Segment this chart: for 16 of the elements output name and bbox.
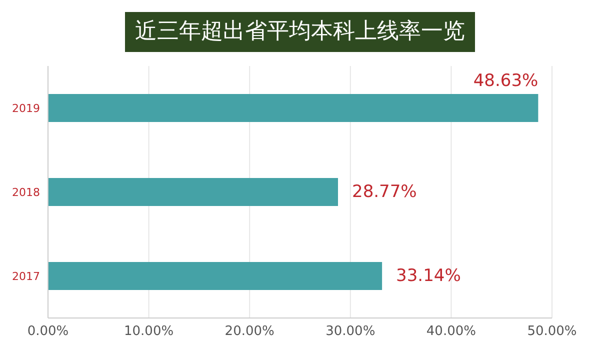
x-tick-label: 30.00%	[326, 324, 376, 340]
chart-title: 近三年超出省平均本科上线率一览	[125, 12, 475, 52]
bar	[48, 262, 382, 290]
bar	[48, 94, 538, 122]
x-tick-label: 10.00%	[124, 324, 174, 340]
data-label: 48.63%	[473, 71, 538, 91]
x-tick-label: 20.00%	[224, 324, 274, 340]
data-label: 33.14%	[396, 266, 461, 286]
x-tick-label: 50.00%	[527, 324, 577, 340]
y-tick-label: 2019	[12, 102, 40, 115]
y-tick-label: 2017	[12, 270, 40, 283]
y-tick-label: 2018	[12, 186, 40, 199]
data-label: 28.77%	[352, 182, 417, 202]
x-tick-label: 0.00%	[27, 324, 69, 340]
x-tick-label: 40.00%	[426, 324, 476, 340]
bar	[48, 178, 338, 206]
